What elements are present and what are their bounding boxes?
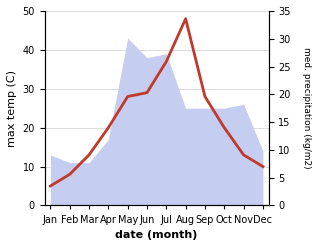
X-axis label: date (month): date (month): [115, 230, 198, 240]
Y-axis label: med. precipitation (kg/m2): med. precipitation (kg/m2): [302, 47, 311, 169]
Y-axis label: max temp (C): max temp (C): [7, 70, 17, 147]
